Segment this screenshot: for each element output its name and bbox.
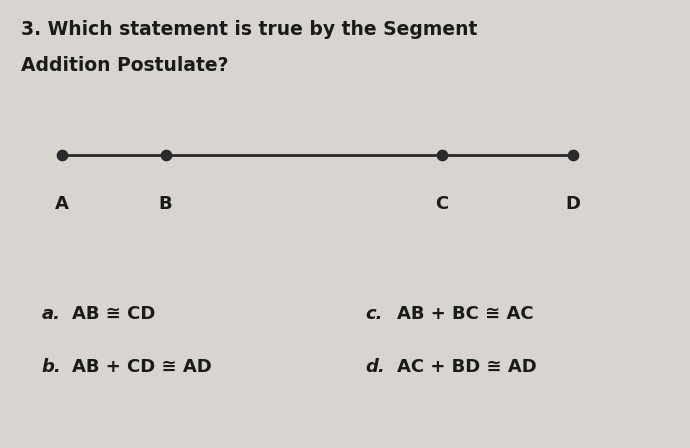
Text: a.: a. (41, 305, 61, 323)
Text: B: B (159, 195, 172, 213)
Text: AB + CD ≅ AD: AB + CD ≅ AD (72, 358, 213, 376)
Point (160, 151, 171, 158)
Text: AB + BC ≅ AC: AB + BC ≅ AC (397, 305, 533, 323)
Text: C: C (435, 195, 448, 213)
Text: A: A (55, 195, 69, 213)
Text: Addition Postulate?: Addition Postulate? (21, 56, 228, 75)
Text: d.: d. (366, 358, 386, 376)
Point (436, 151, 447, 158)
Text: c.: c. (366, 305, 383, 323)
Point (57, 151, 68, 158)
Text: AB ≅ CD: AB ≅ CD (72, 305, 156, 323)
Text: 3. Which statement is true by the Segment: 3. Which statement is true by the Segmen… (21, 20, 477, 39)
Text: D: D (565, 195, 580, 213)
Text: AC + BD ≅ AD: AC + BD ≅ AD (397, 358, 537, 376)
Text: b.: b. (41, 358, 61, 376)
Point (567, 151, 578, 158)
